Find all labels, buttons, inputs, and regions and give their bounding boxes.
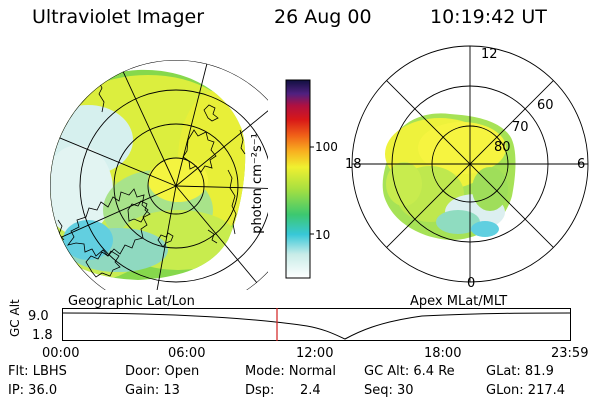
mlat-label-60: 60: [537, 98, 554, 113]
mlt-label-0: 0: [467, 276, 476, 291]
geographic-graticule: [50, 60, 268, 290]
orbit-xtick-1800: 18:00: [424, 346, 462, 361]
auroral-image-polar: [382, 113, 516, 240]
mlt-label-18: 18: [345, 157, 362, 172]
apex-caption: Apex MLat/MLT: [410, 294, 508, 309]
orbit-ylabel: GC Alt: [8, 299, 22, 337]
colorbar-tick-10: 10: [315, 228, 331, 242]
geographic-map: [50, 60, 268, 290]
colorbar-unit-label: photon cm⁻²s⁻¹: [249, 133, 265, 234]
colorbar-tick-100: 100: [315, 140, 338, 154]
colorbar: [285, 79, 314, 279]
mlt-label-6: 6: [577, 157, 586, 172]
auroral-image-geographic: [50, 69, 246, 280]
gc-alt-info: GC Alt: 6.4 Re: [364, 364, 455, 379]
orbit-altitude-plot: [62, 308, 572, 341]
instrument-title: Ultraviolet Imager: [32, 6, 205, 28]
seq-info: Seq: 30: [364, 383, 414, 398]
orbit-xtick-0600: 06:00: [168, 346, 206, 361]
filter-info: Flt: LBHS: [8, 364, 67, 379]
orbit-xtick-1200: 12:00: [296, 346, 334, 361]
door-info: Door: Open: [125, 364, 200, 379]
gain-info: Gain: 13: [125, 383, 180, 398]
observation-date: 26 Aug 00: [274, 6, 372, 28]
observation-time: 10:19:42 UT: [430, 6, 547, 28]
mode-info: Mode: Normal: [245, 364, 336, 379]
glon-info: GLon: 217.4: [486, 383, 566, 398]
geographic-caption: Geographic Lat/Lon: [68, 294, 195, 309]
mlat-label-80: 80: [494, 140, 511, 155]
mlat-label-70: 70: [512, 120, 529, 135]
altitude-curve: [62, 312, 572, 340]
dsp-value: 2.4: [300, 383, 321, 398]
mlt-label-12: 12: [481, 47, 498, 62]
glat-info: GLat: 81.9: [486, 364, 554, 379]
dsp-label: Dsp:: [245, 383, 275, 398]
coastlines: [57, 79, 246, 278]
orbit-ytick-1.8: 1.8: [32, 328, 53, 343]
orbit-xtick-2359: 23:59: [551, 346, 589, 361]
apex-polar-map: [351, 45, 589, 283]
ip-info: IP: 36.0: [8, 383, 58, 398]
orbit-xtick-0000: 00:00: [42, 346, 80, 361]
orbit-ytick-9: 9.0: [28, 309, 49, 324]
polar-graticule: [351, 45, 589, 283]
